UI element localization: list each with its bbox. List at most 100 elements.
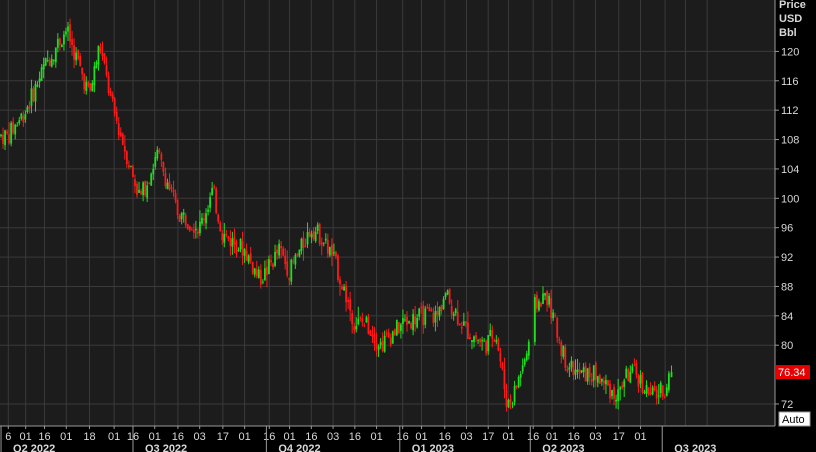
candle-body (564, 346, 567, 368)
candle-body (424, 308, 427, 325)
x-tick-label: 16 (397, 431, 409, 443)
candle-body (355, 326, 358, 330)
candle-body (290, 259, 293, 282)
candle-body (48, 60, 51, 66)
candle-body (665, 387, 668, 396)
candle-body (190, 229, 193, 231)
candle-body (235, 242, 238, 254)
candle-body (172, 189, 175, 193)
candle-body (600, 378, 603, 382)
candle-body (339, 279, 341, 285)
candle-body (219, 222, 222, 232)
candle-body (540, 303, 542, 307)
candle-body (127, 165, 130, 168)
candles (0, 18, 673, 412)
x-tick-label: 16 (568, 431, 580, 443)
candle-body (243, 249, 246, 256)
candle-body (501, 363, 504, 369)
candle-body (270, 260, 272, 263)
candle-body (489, 329, 492, 337)
candle-body (95, 62, 98, 69)
unit-barrel: Bbl (779, 27, 797, 39)
candle-body (657, 395, 660, 397)
unit-currency: USD (779, 13, 802, 25)
auto-button-background[interactable] (778, 411, 811, 427)
candle-body (73, 45, 75, 60)
candle-body (288, 277, 291, 281)
candle-body (144, 181, 147, 196)
candle-body (588, 366, 591, 378)
candle-body (337, 255, 339, 281)
candle-body (653, 385, 656, 391)
candle-body (261, 281, 264, 283)
last-price-background (776, 365, 810, 380)
candle-body (14, 124, 17, 135)
candle-body (154, 156, 157, 167)
candle-body (627, 369, 630, 381)
candle-body (20, 113, 23, 119)
candle-body (552, 312, 555, 319)
candle-body (221, 233, 224, 241)
candle-body (146, 185, 149, 198)
candle-body (257, 269, 260, 279)
candle-body (316, 224, 319, 231)
candle-body (158, 149, 161, 153)
candle-body (282, 248, 285, 256)
candle-body (109, 91, 112, 96)
candle-body (560, 342, 563, 356)
x-tick-label: 16 (263, 431, 275, 443)
candle-body (253, 268, 256, 275)
candle-body (152, 168, 155, 175)
x-tick-label: 17 (482, 431, 494, 443)
candle-body (519, 373, 522, 378)
candle-body (56, 39, 59, 48)
x-tick-label: 16 (349, 431, 361, 443)
candle-body (81, 67, 84, 75)
candle-body (150, 173, 153, 186)
candle-body (18, 120, 21, 124)
candle-body (119, 132, 122, 136)
candle-body (385, 333, 388, 335)
candle-body (458, 323, 461, 326)
candle-body (24, 113, 27, 120)
candle-body (404, 319, 406, 321)
candle-body (30, 88, 33, 106)
candle-body (359, 317, 362, 319)
candle-body (42, 64, 45, 70)
candle-body (318, 224, 321, 244)
candle-body (136, 183, 138, 195)
candle-body (554, 315, 557, 317)
candle-body (639, 374, 642, 384)
x-tick-label: 17 (613, 431, 625, 443)
x-tick-label: 01 (370, 431, 382, 443)
candle-body (85, 81, 88, 91)
candle-body (199, 221, 201, 234)
candle-body (477, 339, 479, 341)
candle-body (574, 369, 577, 375)
last-price-badge: 76.34 (776, 365, 810, 380)
candle-body (310, 233, 313, 238)
candle-body (322, 242, 325, 244)
x-tick-label: 01 (502, 431, 514, 443)
candle-body (91, 82, 94, 92)
candle-body (89, 83, 92, 90)
candle-body (542, 293, 544, 304)
candle-body (603, 380, 605, 384)
candle-body (609, 383, 611, 399)
candle-body (274, 251, 276, 266)
candle-body (69, 24, 71, 42)
candle-body (436, 310, 439, 315)
candle-body (111, 94, 114, 99)
candle-body (79, 56, 82, 66)
auto-scale-button[interactable]: Auto (778, 411, 811, 427)
candle-body (641, 372, 644, 393)
candle-body (239, 238, 242, 250)
x-tick-label: 01 (149, 431, 161, 443)
candle-body (16, 125, 19, 127)
candle-body (6, 132, 8, 134)
candle-body (503, 368, 506, 390)
auto-button-label[interactable]: Auto (782, 414, 805, 426)
candle-body (379, 342, 382, 346)
